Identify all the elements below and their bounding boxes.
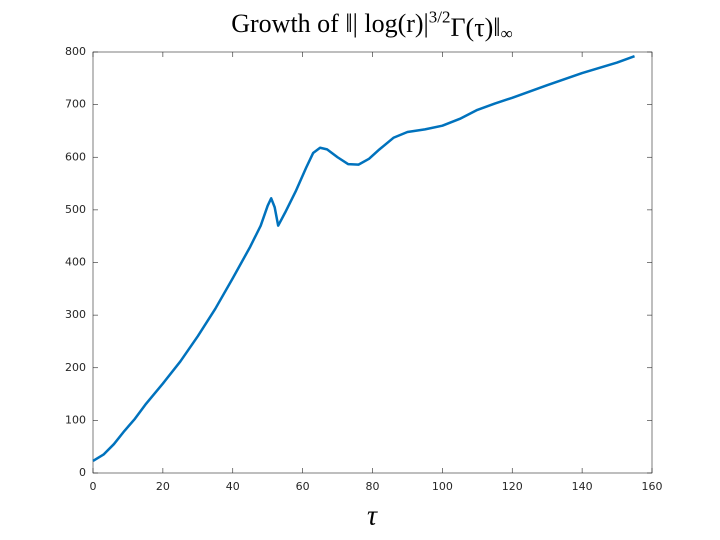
y-tick-label: 700 — [65, 98, 86, 111]
y-tick-label: 0 — [79, 466, 86, 479]
x-tick-label: 140 — [572, 480, 593, 493]
y-tick-label: 800 — [65, 45, 86, 58]
title-part: Growth of ‖| log(r)| — [231, 9, 429, 38]
x-tick-label: 0 — [90, 480, 97, 493]
data-line — [92, 55, 635, 462]
x-tick-label: 160 — [642, 480, 663, 493]
x-tick-label: 40 — [226, 480, 240, 493]
y-tick-label: 200 — [65, 361, 86, 374]
title-part: 3/2 — [429, 7, 451, 26]
chart-title: Growth of ‖| log(r)|3/2Γ(τ)‖∞ — [231, 7, 512, 43]
x-tick-label: 80 — [366, 480, 380, 493]
x-tick-label: 60 — [296, 480, 310, 493]
y-tick-label: 400 — [65, 256, 86, 269]
y-tick-label: 500 — [65, 203, 86, 216]
y-tick-label: 300 — [65, 308, 86, 321]
y-tick-label: 100 — [65, 413, 86, 426]
x-tick-label: 120 — [502, 480, 523, 493]
plot-area — [92, 51, 653, 474]
x-axis-label: τ — [367, 500, 378, 531]
title-part: ∞ — [501, 24, 513, 43]
x-tick-label: 100 — [432, 480, 453, 493]
title-part: Γ(τ)‖ — [451, 13, 501, 42]
y-tick-label: 600 — [65, 150, 86, 163]
x-tick-label: 20 — [156, 480, 170, 493]
